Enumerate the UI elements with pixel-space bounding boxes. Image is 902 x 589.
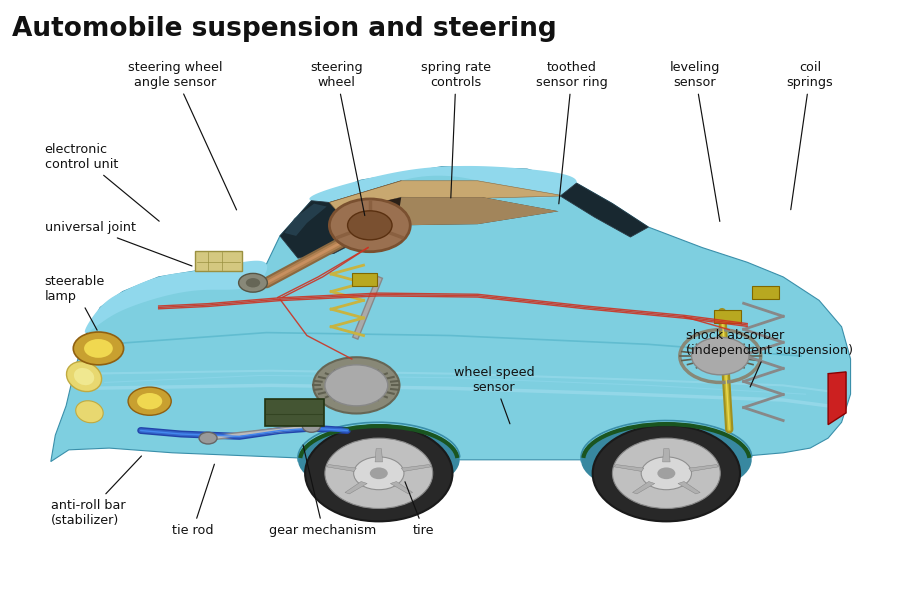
Polygon shape — [663, 449, 670, 462]
Text: wheel speed
sensor: wheel speed sensor — [454, 366, 534, 424]
Circle shape — [325, 365, 388, 406]
Circle shape — [692, 337, 749, 375]
Text: tie rod: tie rod — [172, 464, 215, 537]
Text: coil
springs: coil springs — [787, 61, 833, 210]
Text: toothed
sensor ring: toothed sensor ring — [536, 61, 608, 204]
Ellipse shape — [67, 362, 102, 392]
Text: steering wheel
angle sensor: steering wheel angle sensor — [127, 61, 236, 210]
Polygon shape — [327, 465, 356, 471]
Circle shape — [302, 421, 320, 432]
Text: steerable
lamp: steerable lamp — [44, 274, 105, 330]
Text: spring rate
controls: spring rate controls — [421, 61, 491, 198]
Text: anti-roll bar
(stabilizer): anti-roll bar (stabilizer) — [51, 456, 142, 527]
Text: electronic
control unit: electronic control unit — [44, 143, 159, 221]
Circle shape — [612, 438, 721, 508]
Circle shape — [658, 468, 676, 479]
Circle shape — [239, 273, 267, 292]
Circle shape — [641, 457, 692, 489]
Circle shape — [137, 393, 162, 409]
Polygon shape — [352, 197, 558, 226]
Text: tire: tire — [405, 482, 435, 537]
FancyBboxPatch shape — [196, 251, 243, 271]
Circle shape — [593, 425, 740, 521]
Text: gear mechanism: gear mechanism — [270, 445, 377, 537]
Polygon shape — [678, 481, 700, 494]
Polygon shape — [345, 481, 367, 494]
Polygon shape — [375, 449, 382, 462]
Circle shape — [313, 357, 400, 413]
Polygon shape — [51, 167, 851, 462]
Circle shape — [354, 457, 404, 489]
Circle shape — [84, 339, 113, 358]
Polygon shape — [309, 166, 576, 203]
Polygon shape — [391, 481, 412, 494]
Polygon shape — [85, 261, 267, 333]
Polygon shape — [614, 465, 644, 471]
Circle shape — [246, 278, 260, 287]
FancyBboxPatch shape — [751, 286, 778, 299]
Circle shape — [73, 332, 124, 365]
Polygon shape — [689, 465, 718, 471]
Polygon shape — [397, 197, 558, 226]
Polygon shape — [828, 372, 846, 425]
Circle shape — [305, 425, 453, 521]
Polygon shape — [284, 204, 327, 236]
Circle shape — [329, 199, 410, 252]
Ellipse shape — [298, 425, 460, 494]
FancyBboxPatch shape — [714, 310, 741, 323]
Text: universal joint: universal joint — [44, 221, 192, 266]
Text: leveling
sensor: leveling sensor — [670, 61, 721, 221]
Polygon shape — [560, 183, 649, 237]
Circle shape — [347, 211, 392, 240]
Circle shape — [325, 438, 433, 508]
Polygon shape — [329, 181, 560, 213]
Polygon shape — [401, 465, 431, 471]
Circle shape — [128, 387, 171, 415]
FancyBboxPatch shape — [264, 399, 324, 426]
Polygon shape — [632, 481, 655, 494]
Circle shape — [370, 468, 388, 479]
Ellipse shape — [581, 423, 751, 496]
Text: steering
wheel: steering wheel — [310, 61, 364, 216]
Ellipse shape — [74, 368, 94, 385]
Circle shape — [199, 432, 217, 444]
Ellipse shape — [76, 401, 103, 423]
Text: shock absorber
(independent suspension): shock absorber (independent suspension) — [686, 329, 853, 387]
Text: Automobile suspension and steering: Automobile suspension and steering — [12, 16, 557, 42]
FancyBboxPatch shape — [352, 273, 377, 286]
Polygon shape — [280, 181, 401, 258]
